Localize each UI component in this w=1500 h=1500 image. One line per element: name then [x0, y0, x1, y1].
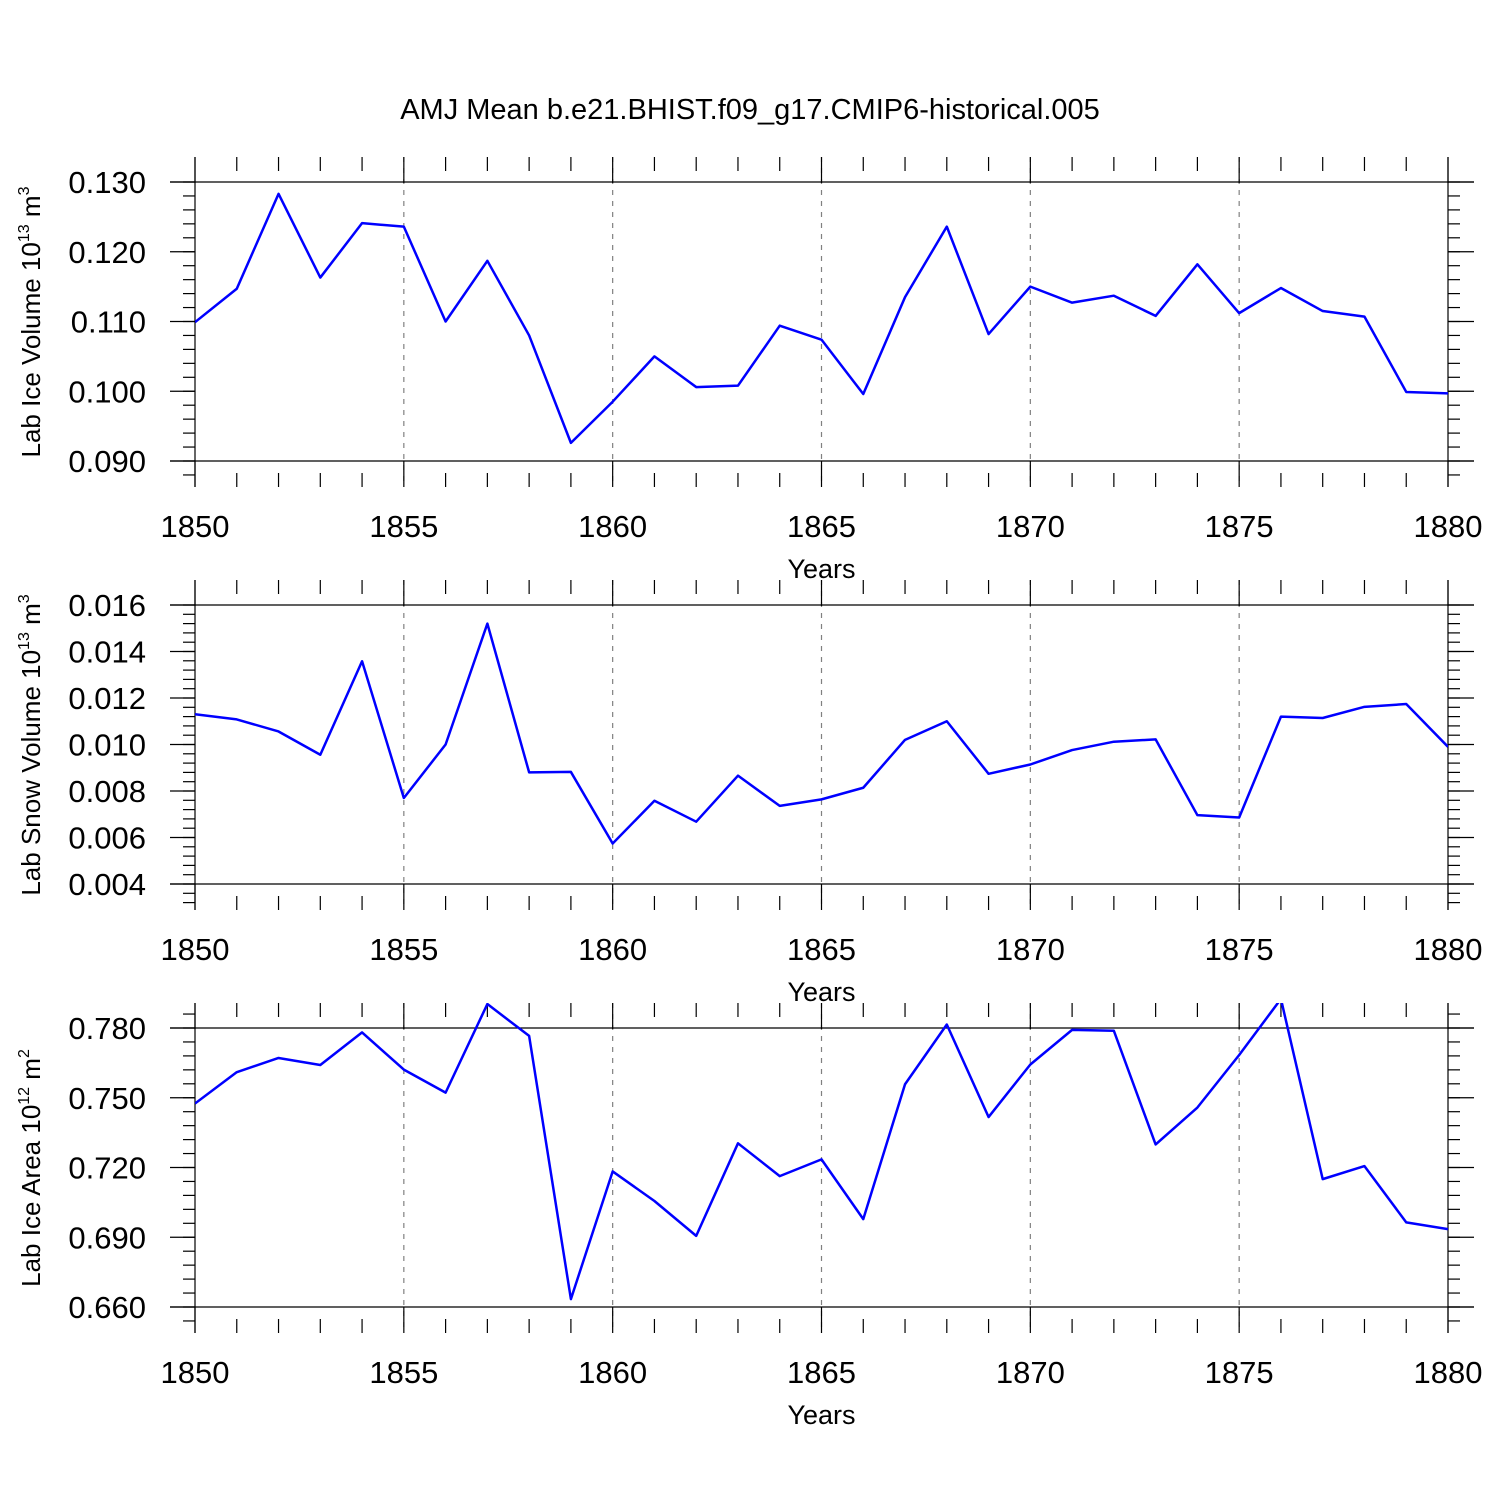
x-tick-label: 1855 [369, 509, 438, 544]
y-axis-label: Lab Ice Area 1012 m2 [16, 1049, 46, 1287]
x-tick-label: 1860 [578, 932, 647, 967]
y-axis-label: Lab Snow Volume 1013 m3 [16, 594, 46, 895]
x-tick-label: 1875 [1205, 1355, 1274, 1390]
y-tick-label: 0.660 [68, 1290, 146, 1325]
x-tick-label: 1850 [161, 1355, 230, 1390]
y-tick-label: 0.780 [68, 1011, 146, 1046]
y-tick-label: 0.014 [68, 635, 146, 670]
x-tick-label: 1870 [996, 1355, 1065, 1390]
y-tick-label: 0.012 [68, 681, 146, 716]
y-tick-label: 0.750 [68, 1081, 146, 1116]
x-tick-label: 1855 [369, 1355, 438, 1390]
y-tick-label: 0.006 [68, 821, 146, 856]
y-axis-label: Lab Ice Volume 1013 m3 [16, 186, 46, 457]
series-line [195, 1003, 1448, 1301]
x-axis-label: Years [787, 1400, 855, 1430]
y-tick-label: 0.008 [68, 774, 146, 809]
chart-title: AMJ Mean b.e21.BHIST.f09_g17.CMIP6-histo… [400, 94, 1100, 126]
x-tick-label: 1855 [369, 932, 438, 967]
x-tick-label: 1880 [1414, 1355, 1483, 1390]
x-tick-label: 1870 [996, 932, 1065, 967]
y-tick-label: 0.130 [68, 165, 146, 200]
x-tick-label: 1880 [1414, 932, 1483, 967]
x-tick-label: 1865 [787, 932, 856, 967]
series-line [195, 192, 1448, 445]
y-tick-label: 0.110 [71, 305, 146, 340]
x-axis-label: Years [787, 977, 855, 1007]
y-tick-label: 0.010 [68, 728, 146, 763]
y-tick-label: 0.690 [68, 1220, 146, 1255]
chart-panel-1: 0.090 0.100 0.110 0.120 0.130 1850 1855 1860 186… [16, 157, 1482, 584]
x-tick-label: 1875 [1205, 932, 1274, 967]
chart-panel-2: 0.004 0.006 0.008 0.010 0.012 0.014 0.016 1850 1… [16, 580, 1482, 1007]
x-tick-label: 1875 [1205, 509, 1274, 544]
y-tick-label: 0.120 [68, 235, 146, 270]
x-tick-label: 1870 [996, 509, 1065, 544]
y-tick-label: 0.004 [68, 867, 146, 902]
x-tick-label: 1860 [578, 1355, 647, 1390]
series-line [195, 622, 1448, 845]
y-tick-label: 0.100 [68, 374, 146, 409]
y-tick-label: 0.090 [68, 444, 146, 479]
x-tick-label: 1860 [578, 509, 647, 544]
x-tick-label: 1865 [787, 1355, 856, 1390]
y-tick-label: 0.720 [68, 1151, 146, 1186]
x-tick-label: 1850 [161, 932, 230, 967]
y-tick-label: 0.016 [68, 588, 146, 623]
x-tick-label: 1865 [787, 509, 856, 544]
x-axis-label: Years [787, 554, 855, 584]
x-tick-label: 1850 [161, 509, 230, 544]
chart-panel-3: 0.660 0.690 0.720 0.750 0.780 1850 1855 1860 186… [16, 1003, 1483, 1430]
x-tick-label: 1880 [1414, 509, 1483, 544]
